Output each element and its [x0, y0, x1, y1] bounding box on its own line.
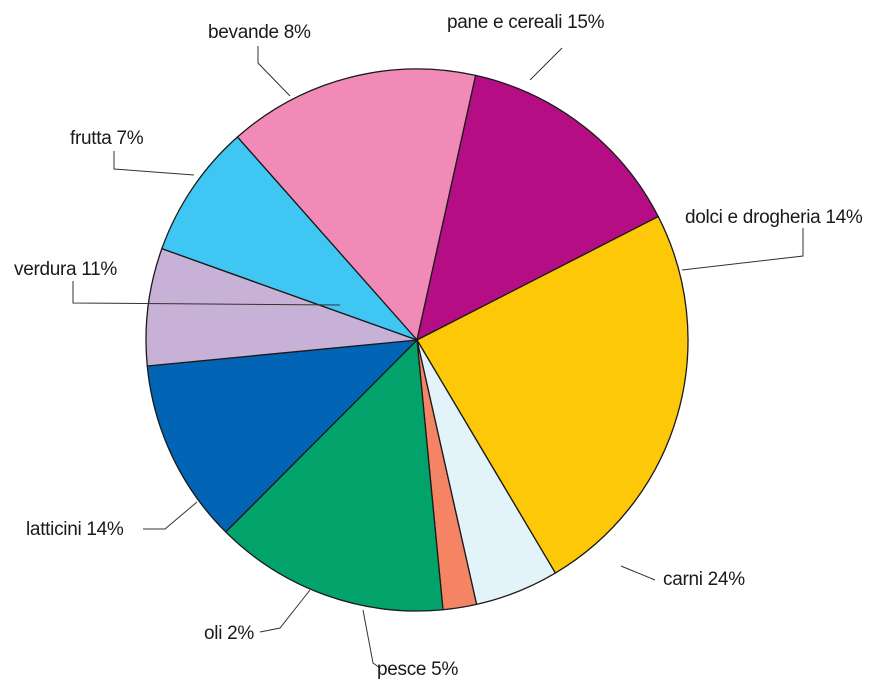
leader-line-6: [72, 281, 341, 306]
label-latticini: latticini 14%: [26, 519, 124, 540]
pie-slices: [145, 68, 689, 612]
leader-line-1: [681, 228, 804, 271]
leader-line-4: [259, 589, 311, 633]
leader-line-2: [620, 565, 656, 581]
pie-slice-0: [236, 68, 477, 341]
label-bevande: bevande 8%: [208, 22, 311, 43]
pie-slice-2: [416, 215, 689, 574]
leader-line-0: [529, 47, 563, 81]
leader-lines: [72, 46, 804, 669]
slice-labels: pane e cereali 15% dolci e drogheria 14%…: [14, 12, 863, 680]
pie-slice-1: [416, 74, 659, 341]
leader-line-5: [143, 501, 198, 530]
pie-slice-6: [146, 339, 418, 533]
label-pane-e-cereali: pane e cereali 15%: [447, 12, 605, 33]
leader-line-7: [113, 151, 195, 176]
leader-line-3: [362, 609, 381, 669]
label-pesce: pesce 5%: [377, 659, 458, 680]
label-carni: carni 24%: [663, 569, 745, 590]
pie-slice-5: [225, 339, 444, 612]
label-verdura: verdura 11%: [14, 259, 117, 280]
pie-slice-8: [161, 136, 418, 341]
label-frutta: frutta 7%: [70, 128, 144, 149]
label-oli: oli 2%: [204, 623, 254, 644]
label-dolci-e-drogheria: dolci e drogheria 14%: [685, 207, 863, 228]
pie-slice-7: [145, 248, 418, 367]
leader-line-8: [257, 46, 291, 97]
